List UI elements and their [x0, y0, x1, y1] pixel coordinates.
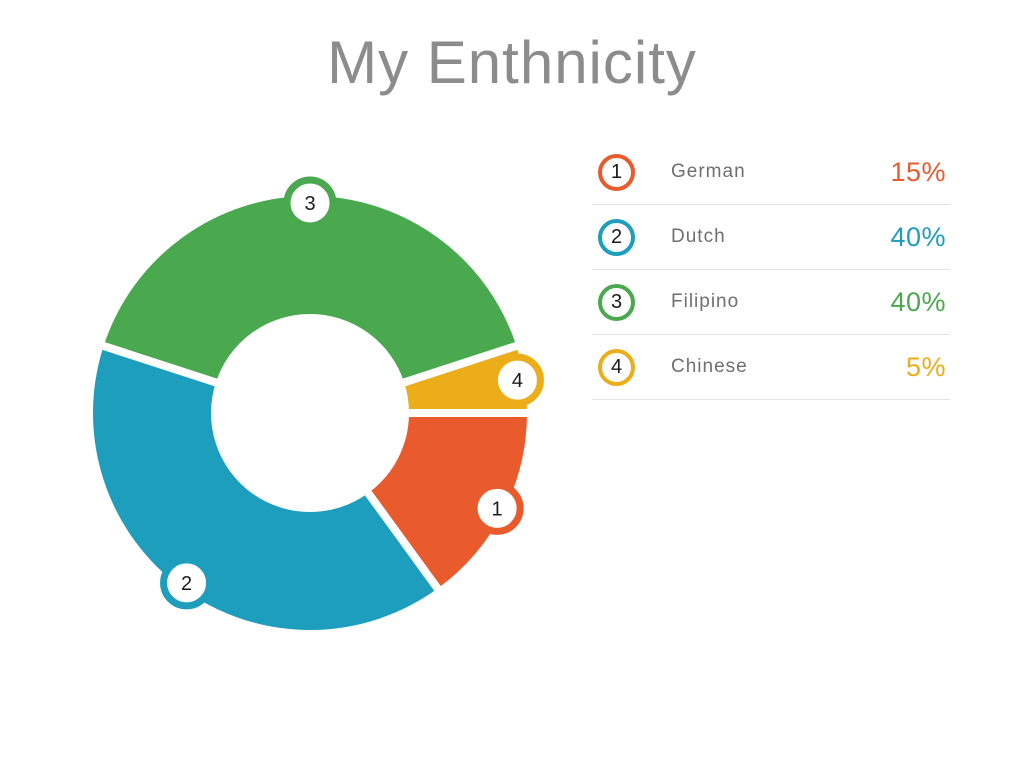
- donut-badge-number-1: 1: [492, 498, 503, 520]
- donut-segment-filipino: [95, 188, 525, 388]
- legend-row-dutch: 2 Dutch 40%: [592, 205, 950, 270]
- legend-percent-filipino: 40%: [890, 286, 946, 317]
- legend-marker-2: 2: [598, 218, 635, 256]
- donut-badge-4: [490, 353, 544, 407]
- legend-number-3: 3: [610, 290, 623, 313]
- donut-badge-1: [470, 481, 524, 535]
- legend-number-4: 4: [610, 355, 623, 378]
- legend-label-german: German: [671, 161, 746, 182]
- donut-chart: 1 2 3 4: [85, 176, 544, 638]
- chart-title: My Enthnicity: [327, 29, 697, 96]
- legend-label-filipino: Filipino: [671, 291, 740, 312]
- legend-row-filipino: 3 Filipino 40%: [592, 270, 950, 335]
- legend-marker-4: 4: [598, 348, 635, 386]
- legend-label-dutch: Dutch: [671, 226, 726, 247]
- donut-badge-number-2: 2: [181, 573, 192, 595]
- legend-percent-dutch: 40%: [890, 221, 946, 252]
- donut-badge-3: [283, 176, 337, 230]
- legend-marker-1: 1: [598, 153, 635, 191]
- donut-badge-number-3: 3: [304, 193, 315, 215]
- legend-marker-3: 3: [598, 283, 635, 321]
- legend-number-1: 1: [610, 160, 623, 183]
- legend-number-2: 2: [610, 225, 623, 248]
- legend-row-chinese: 4 Chinese 5%: [592, 335, 950, 400]
- legend: 1 German 15% 2 Dutch 40% 3 Filipino 40% …: [592, 140, 950, 400]
- legend-percent-german: 15%: [890, 156, 946, 187]
- legend-label-chinese: Chinese: [671, 356, 748, 377]
- legend-percent-chinese: 5%: [905, 351, 946, 382]
- donut-badge-number-4: 4: [512, 370, 523, 392]
- chart-area: 1 2 3 4: [60, 140, 560, 650]
- legend-row-german: 1 German 15%: [592, 140, 950, 205]
- donut-segment-german: [361, 409, 535, 596]
- donut-badge-2: [160, 556, 214, 610]
